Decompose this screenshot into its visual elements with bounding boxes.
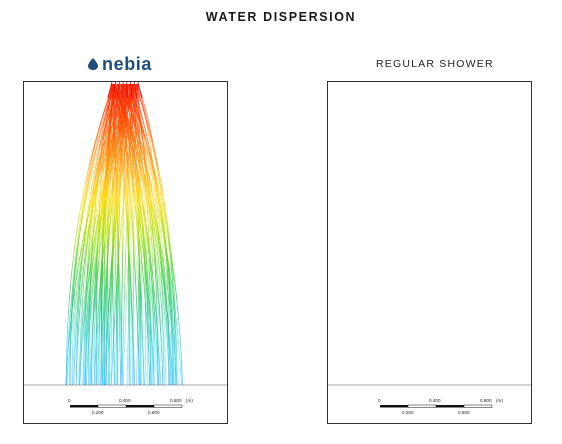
spray-stream (70, 83, 116, 386)
spray-stream (125, 83, 176, 386)
logo-text: nebia (102, 53, 153, 74)
nozzle-stream (133, 82, 138, 99)
spray-stream (82, 83, 137, 386)
nozzle-stream (112, 82, 117, 99)
regular-shower-streams (429, 82, 440, 385)
spray-stream (89, 83, 114, 386)
nozzle-stream (107, 82, 113, 99)
scale-label-0400: 0.400 (119, 398, 131, 403)
page-title: WATER DISPERSION (205, 10, 357, 24)
spray-stream (84, 83, 131, 386)
spray-stream (94, 83, 118, 386)
scale-label-0600: 0.600 (458, 410, 470, 415)
spray-stream (98, 83, 123, 386)
scale-bar: 0 0.400 0.800 (m) 0.200 0.600 (378, 398, 503, 415)
spray-stream (104, 83, 125, 386)
spray-stream (105, 83, 134, 386)
spray-stream (84, 83, 139, 386)
scale-label-0: 0 (378, 398, 381, 403)
scale-unit: (m) (496, 398, 503, 403)
spray-stream (134, 83, 178, 386)
scale-label-0400: 0.400 (429, 398, 441, 403)
regular-shower-panel: 0 0.400 0.800 (m) 0.200 0.600 (327, 81, 532, 424)
nebia-spray-plot: 0 0.400 0.800 (m) 0.200 0.600 (24, 82, 227, 415)
nebia-dispersion-panel: 0 0.400 0.800 (m) 0.200 0.600 (23, 81, 228, 424)
nozzle-stream (117, 82, 120, 99)
nozzle-stream (137, 82, 143, 99)
nozzle-stream (122, 82, 124, 99)
spray-stream (103, 83, 128, 386)
scale-label-0200: 0.200 (92, 410, 104, 415)
spray-stream (78, 83, 139, 386)
spray-stream (113, 83, 121, 386)
scale-label-0800: 0.800 (170, 398, 182, 403)
drop-icon (88, 58, 98, 70)
nebia-spray-streams (65, 82, 184, 386)
spray-stream (89, 83, 112, 386)
spray-stream (86, 83, 112, 386)
spray-stream (114, 83, 136, 386)
spray-stream (91, 83, 125, 386)
scale-bar: 0 0.400 0.800 (m) 0.200 0.600 (68, 398, 193, 415)
scale-label-0200: 0.200 (402, 410, 414, 415)
regular-shower-plot: 0 0.400 0.800 (m) 0.200 0.600 (328, 82, 531, 415)
nozzle-stream (130, 82, 133, 99)
spray-stream (117, 83, 141, 386)
spray-stream (124, 83, 150, 386)
spray-stream (65, 83, 115, 386)
nozzle-stream (126, 82, 128, 99)
spray-stream (114, 83, 154, 386)
spray-stream (132, 83, 140, 386)
spray-stream (136, 83, 176, 386)
spray-stream (72, 83, 131, 386)
scale-label-0800: 0.800 (480, 398, 492, 403)
spray-stream (66, 83, 136, 386)
scale-unit: (m) (186, 398, 193, 403)
spray-stream (133, 83, 155, 386)
spray-stream (120, 83, 172, 386)
spray-stream (129, 83, 155, 386)
scale-label-0600: 0.600 (148, 410, 160, 415)
spray-stream (113, 83, 178, 386)
spray-stream (123, 83, 177, 386)
scale-label-0: 0 (68, 398, 71, 403)
spray-stream (132, 83, 174, 386)
spray-stream (113, 83, 151, 386)
regular-shower-label: REGULAR SHOWER (376, 58, 494, 70)
spray-stream (127, 83, 132, 386)
spray-stream (83, 83, 119, 386)
spray-stream (75, 83, 122, 386)
nebia-logo: nebia (88, 54, 152, 74)
